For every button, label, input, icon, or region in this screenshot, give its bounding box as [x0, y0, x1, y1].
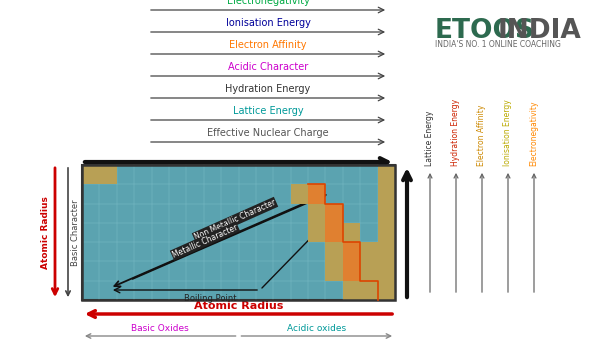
Bar — [377, 223, 395, 242]
Text: Metallic Character: Metallic Character — [171, 223, 239, 260]
Text: Basic Character: Basic Character — [71, 199, 80, 266]
Bar — [82, 165, 395, 300]
Bar — [377, 281, 395, 300]
Bar — [326, 242, 343, 261]
Text: INDIA'S NO. 1 ONLINE COACHING: INDIA'S NO. 1 ONLINE COACHING — [435, 40, 561, 49]
Bar — [82, 165, 395, 300]
Bar — [360, 242, 377, 261]
Text: Electron Affinity: Electron Affinity — [478, 105, 487, 166]
Text: Electronegativity: Electronegativity — [529, 101, 538, 166]
Text: Effective Nuclear Charge: Effective Nuclear Charge — [207, 128, 329, 138]
Text: Atomic Radius: Atomic Radius — [42, 196, 51, 269]
Bar — [308, 184, 326, 204]
Bar — [343, 281, 360, 300]
Bar — [343, 242, 360, 261]
Text: Atomic Radius: Atomic Radius — [194, 301, 283, 311]
Bar — [360, 261, 377, 281]
Bar — [377, 242, 395, 261]
Text: Electron Affinity: Electron Affinity — [229, 40, 307, 50]
Bar — [377, 184, 395, 204]
Bar — [377, 165, 395, 184]
Text: Lattice Energy: Lattice Energy — [233, 106, 303, 116]
Bar — [308, 204, 326, 223]
Bar — [377, 204, 395, 223]
Text: Ionisation Energy: Ionisation Energy — [226, 18, 311, 28]
Bar — [343, 242, 360, 261]
Bar — [291, 184, 308, 204]
Text: Boiling Point: Boiling Point — [184, 294, 236, 303]
Bar — [326, 204, 343, 223]
Text: Ionisation Energy: Ionisation Energy — [504, 99, 513, 166]
Bar — [343, 223, 360, 242]
Text: Acidic oxides: Acidic oxides — [287, 324, 346, 333]
Text: Hydration Energy: Hydration Energy — [226, 84, 311, 94]
Bar — [326, 261, 343, 281]
Bar — [360, 281, 377, 300]
Text: INDIA: INDIA — [498, 18, 582, 44]
Text: Hydration Energy: Hydration Energy — [452, 99, 461, 166]
Bar — [326, 204, 343, 223]
Bar — [326, 223, 343, 242]
Bar — [343, 261, 360, 281]
Text: Non Metallic Character: Non Metallic Character — [193, 198, 277, 242]
Text: Electronegativity: Electronegativity — [227, 0, 309, 6]
Text: Acidic Character: Acidic Character — [228, 62, 308, 72]
Bar — [377, 261, 395, 281]
Text: ETOOS: ETOOS — [435, 18, 535, 44]
Text: Basic Oxides: Basic Oxides — [131, 324, 189, 333]
Bar — [308, 184, 326, 204]
Bar — [308, 223, 326, 242]
Text: Lattice Energy: Lattice Energy — [426, 111, 435, 166]
Bar — [82, 165, 117, 184]
